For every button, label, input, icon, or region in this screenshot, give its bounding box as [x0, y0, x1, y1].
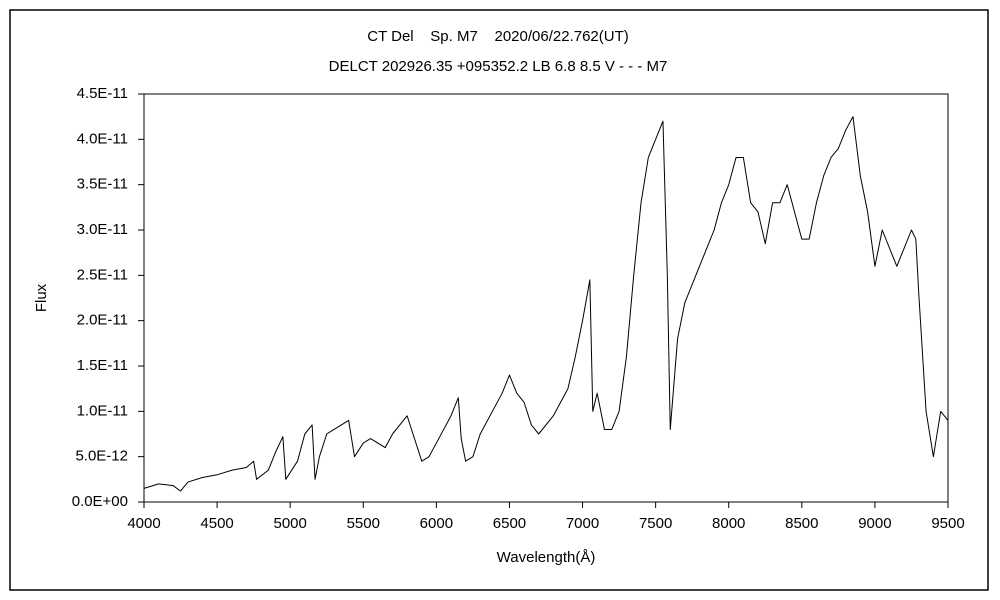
x-tick-label: 5000: [273, 515, 306, 532]
y-tick-label: 3.0E-11: [77, 221, 128, 238]
y-tick-label: 1.0E-11: [77, 402, 128, 419]
y-tick-label: 4.5E-11: [77, 85, 128, 102]
y-tick-label: 5.0E-12: [75, 448, 128, 465]
x-tick-label: 6500: [493, 515, 526, 532]
x-tick-label: 7000: [566, 515, 599, 532]
x-tick-label: 4500: [200, 515, 233, 532]
y-tick-label: 2.0E-11: [77, 312, 128, 329]
x-tick-label: 8000: [712, 515, 745, 532]
y-axis-label: Flux: [33, 283, 50, 312]
plot-frame: [143, 93, 949, 503]
y-tick-label: 1.5E-11: [77, 357, 128, 374]
x-tick-label: 4000: [127, 515, 160, 532]
x-tick-label: 6000: [420, 515, 453, 532]
y-tick-label: 2.5E-11: [77, 266, 128, 283]
x-tick-label: 7500: [639, 515, 672, 532]
x-tick-label: 5500: [347, 515, 380, 532]
chart-title: CT Del Sp. M7 2020/06/22.762(UT): [367, 28, 629, 45]
x-tick-label: 9500: [931, 515, 964, 532]
y-tick-label: 4.0E-11: [77, 130, 128, 147]
y-tick-label: 0.0E+00: [72, 493, 128, 510]
chart-subtitle: DELCT 202926.35 +095352.2 LB 6.8 8.5 V -…: [329, 58, 668, 75]
spectrum-line: [143, 116, 949, 492]
x-tick-label: 9000: [858, 515, 891, 532]
x-axis-label: Wavelength(Å): [497, 549, 596, 566]
x-tick-label: 8500: [785, 515, 818, 532]
chart-frame: [9, 9, 989, 591]
y-tick-label: 3.5E-11: [77, 176, 128, 193]
